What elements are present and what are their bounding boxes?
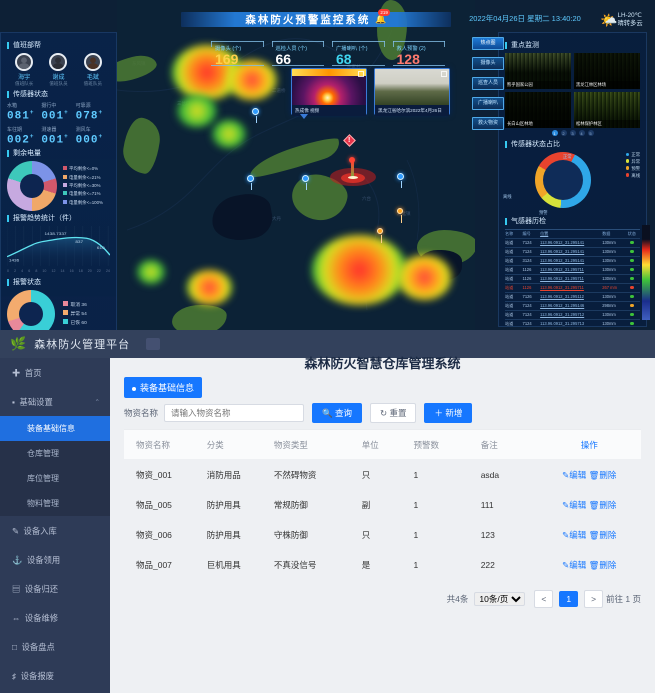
svg-text:六台: 六台 (362, 195, 371, 202)
svg-text:610: 610 (97, 246, 105, 250)
svg-text:1436: 1436 (9, 258, 20, 262)
svg-text:1438.7337: 1438.7337 (44, 232, 67, 236)
svg-text:837: 837 (75, 240, 83, 244)
svg-text:大丹: 大丹 (272, 215, 281, 222)
